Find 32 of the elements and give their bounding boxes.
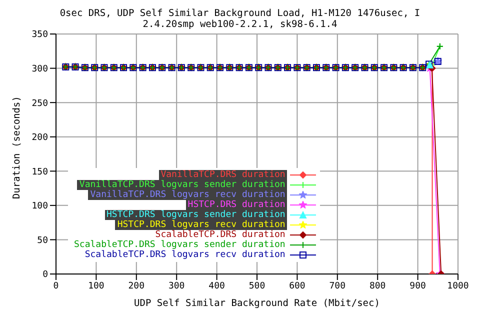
x-tick-label: 600	[289, 281, 306, 292]
legend-label: VanillaTCP.DRS logvars sender duration	[77, 180, 288, 190]
y-tick-label: 0	[42, 270, 48, 280]
x-axis-title: UDP Self Similar Background Rate (Mbit/sec)	[134, 298, 380, 309]
y-tick-label: 350	[32, 30, 48, 40]
legend-label: ScalableTCP.DRS logvars recv duration	[84, 250, 286, 260]
x-tick-label: 800	[369, 281, 386, 292]
y-tick-label: 300	[32, 64, 48, 74]
legend-label: ScalableTCP.DRS logvars sender duration	[73, 240, 286, 250]
x-tick-label: 200	[128, 281, 145, 292]
x-tick-label: 700	[329, 281, 346, 292]
legend-label: HSTCP.DRS logvars sender duration	[104, 210, 288, 220]
y-axis-title: Duration (seconds)	[11, 96, 22, 199]
x-tick-label: 300	[168, 281, 185, 292]
y-tick-label: 200	[32, 133, 48, 144]
x-tick-label: 100	[88, 281, 104, 292]
legend-label: ScalableTCP.DRS duration	[154, 230, 286, 240]
y-tick-label: 250	[32, 98, 48, 109]
x-tick-label: 0	[53, 281, 59, 292]
x-tick-label: 1000	[447, 281, 469, 292]
x-tick-label: 400	[208, 281, 225, 292]
legend-label: HSTCP.DRS duration	[186, 200, 288, 210]
legend-label: VanillaTCP.DRS logvars recv duration	[88, 190, 288, 200]
x-tick-label: 500	[248, 281, 266, 292]
chart-subtitle: 2.4.20smp web100-2.2.1, sk98-6.1.4	[142, 19, 338, 30]
chart-title: 0sec DRS, UDP Self Similar Background Load, H1-M120 1476usec, I	[58, 8, 422, 19]
y-tick-label: 100	[32, 202, 48, 212]
y-tick-label: 50	[37, 236, 48, 246]
legend-label: HSTCP.DRS logvars recv duration	[115, 220, 288, 230]
y-tick-label: 150	[32, 167, 48, 178]
legend-label: VanillaTCP.DRS duration	[158, 170, 288, 180]
x-tick-label: 900	[410, 281, 426, 292]
